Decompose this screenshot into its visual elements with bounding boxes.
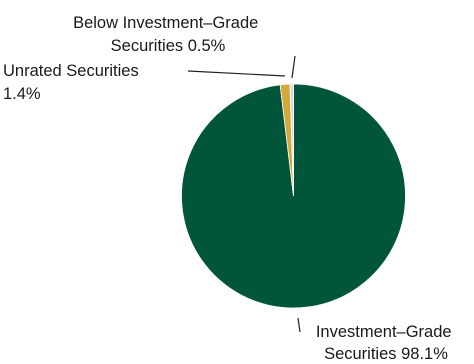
label-below-investment-grade-line-2: Securities 0.5% xyxy=(111,37,226,55)
label-unrated-line-2: 1.4% xyxy=(3,85,41,103)
label-investment-grade: Investment–Grade Securities 98.1% xyxy=(316,323,456,363)
label-below-investment-grade-line-1: Below Investment–Grade xyxy=(73,14,258,32)
pie-slice-below-investment-grade xyxy=(289,83,294,197)
leader-line-below-investment-grade xyxy=(291,55,296,79)
label-investment-grade-line-1: Investment–Grade xyxy=(316,323,452,341)
label-below-investment-grade: Below Investment–Grade Securities 0.5% xyxy=(73,14,263,55)
label-investment-grade-line-2: Securities 98.1% xyxy=(324,345,448,363)
label-unrated-securities: Unrated Securities 1.4% xyxy=(3,62,143,103)
leader-line-investment-grade xyxy=(297,317,301,333)
leader-line-unrated xyxy=(187,70,286,77)
pie-slices xyxy=(181,83,406,309)
label-unrated-line-1: Unrated Securities xyxy=(3,62,139,80)
